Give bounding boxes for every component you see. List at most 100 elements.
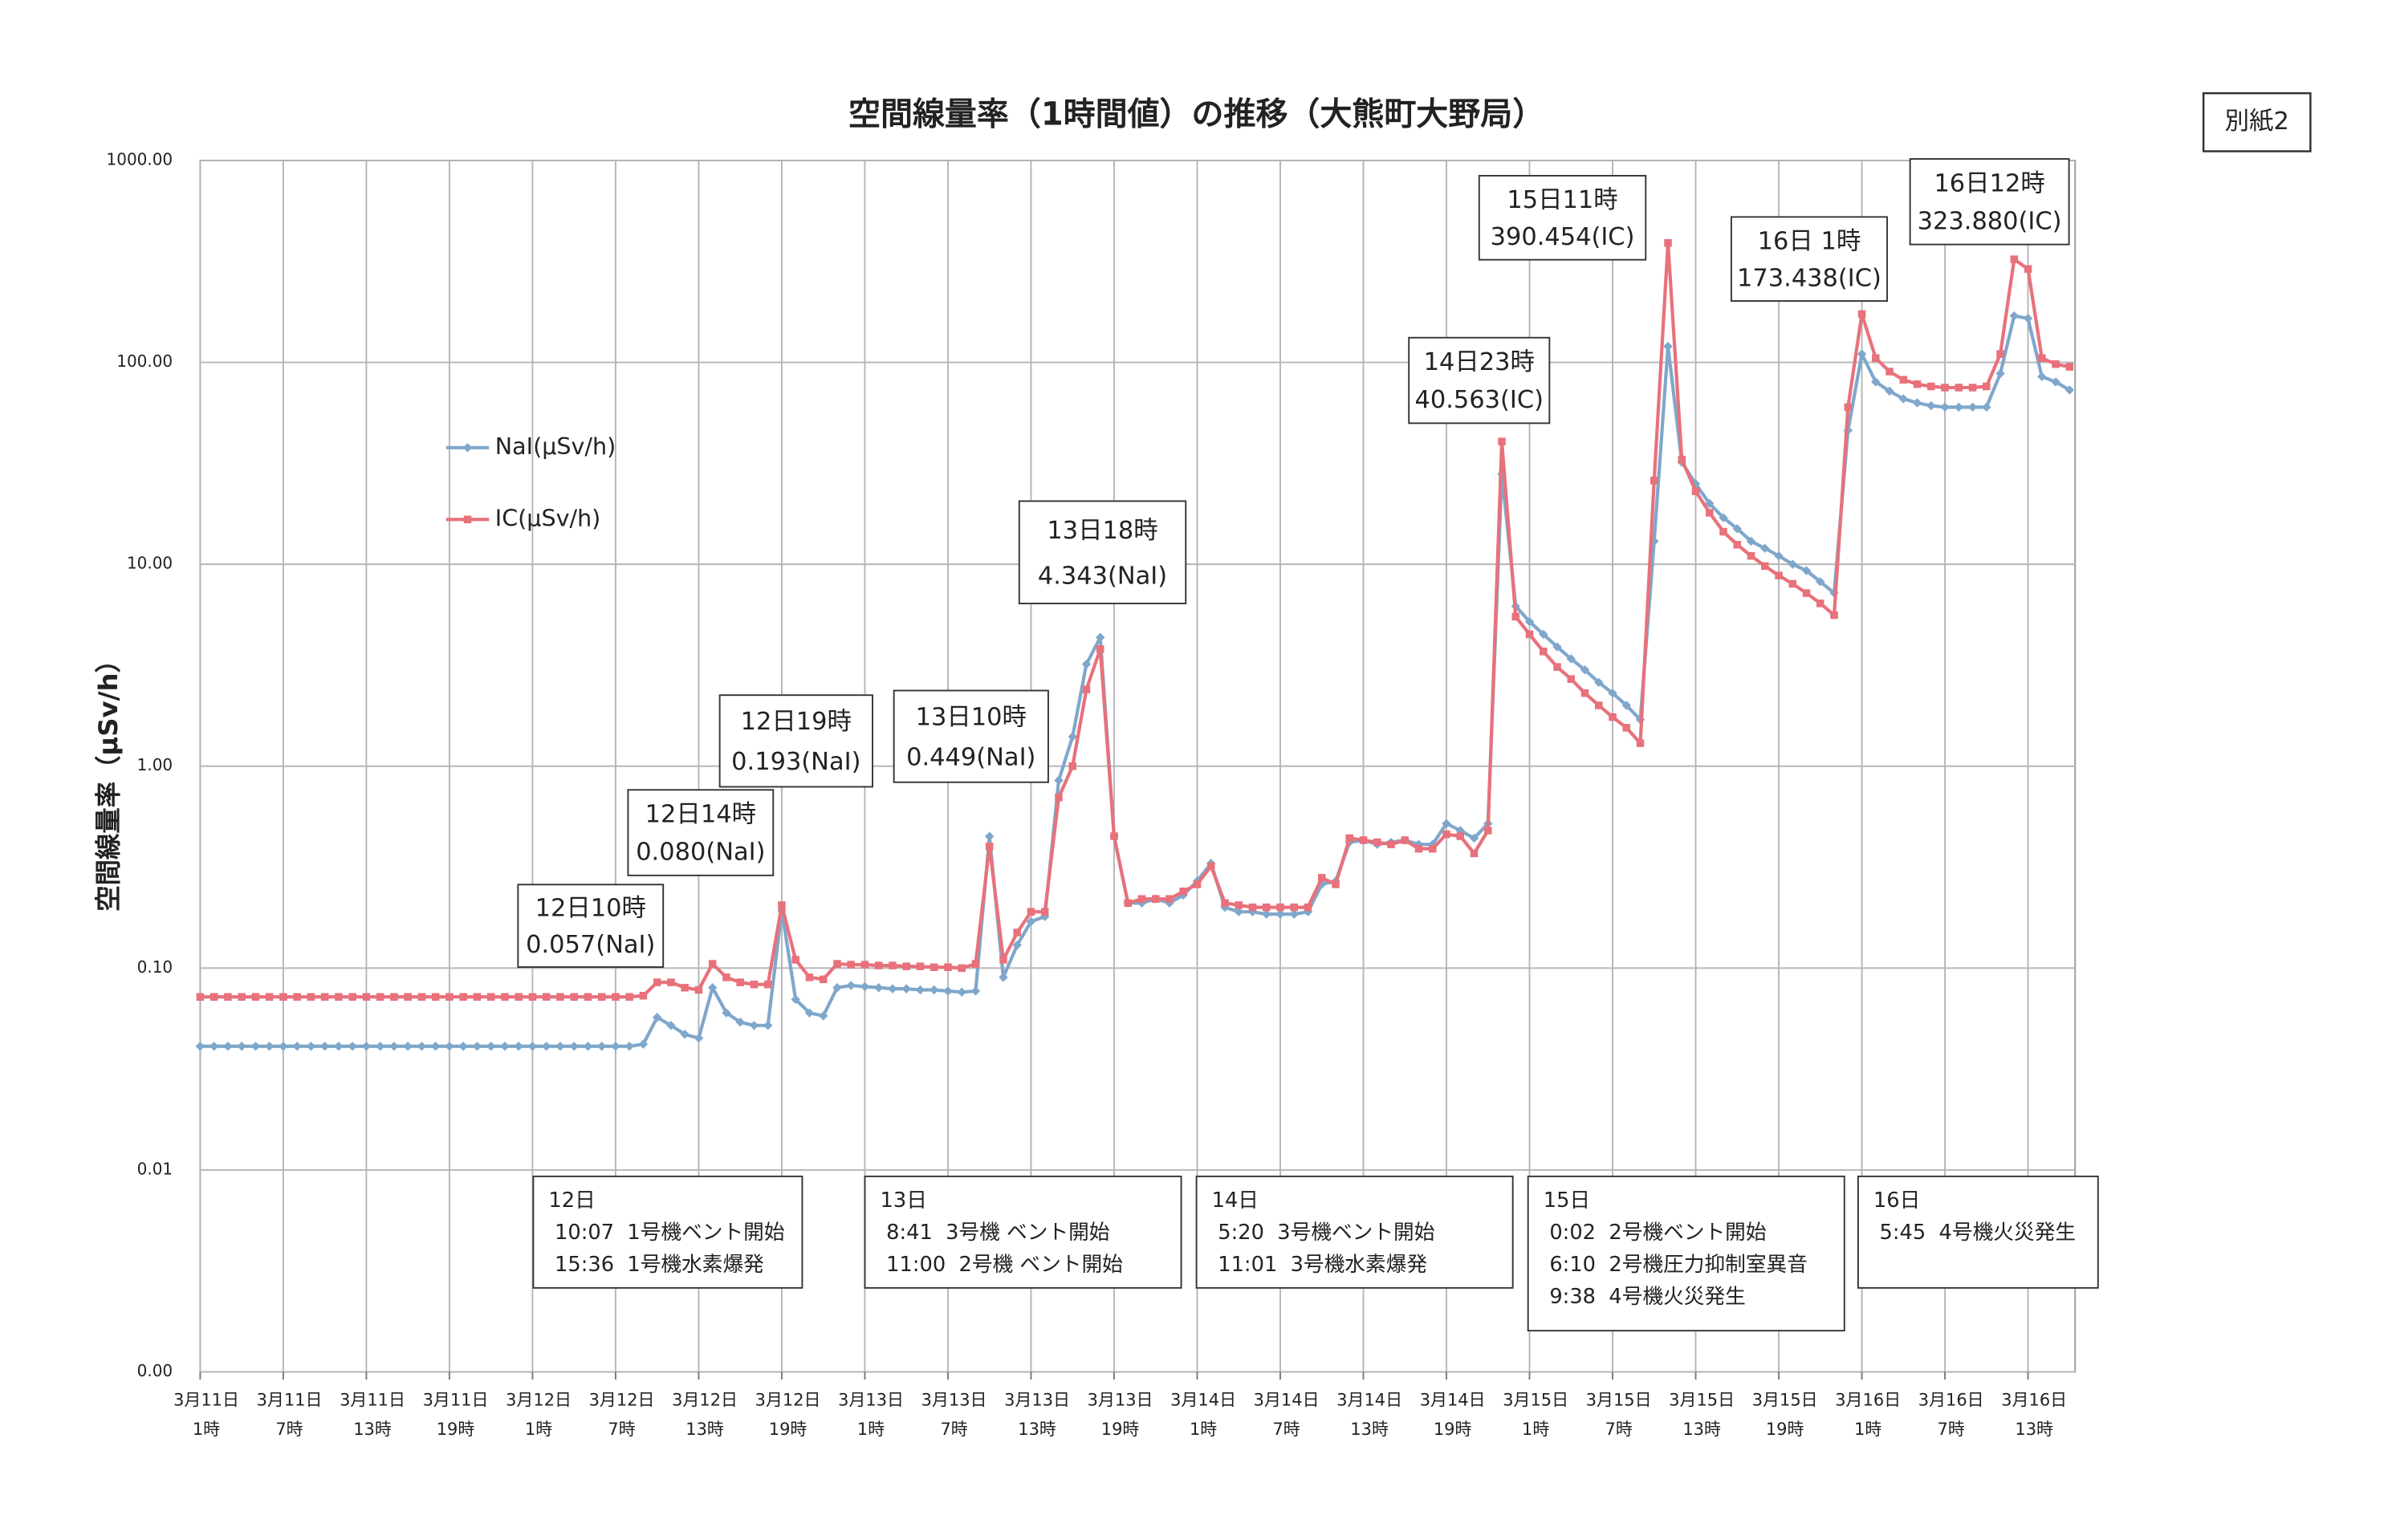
point [515,993,523,1002]
point [943,986,953,996]
point [1552,642,1562,652]
x-tick-label-line: 13時 [1350,1420,1389,1439]
point [417,993,426,1002]
callout-text: 4.343(NaI) [1038,562,1167,590]
point [1234,907,1243,916]
point [583,1042,593,1051]
x-tick-label-line: 3月15日 [1752,1391,1818,1410]
point [431,993,440,1002]
x-tick-label: 3月13日 13時 [1004,1391,1070,1439]
event-box [1195,1175,1514,1289]
point [1027,908,1035,916]
callout-text: 0.193(NaI) [731,748,860,776]
point [1553,663,1561,671]
point [653,978,661,986]
x-tick-label-line: 3月13日 [1004,1391,1070,1410]
point [667,978,675,986]
point [542,993,551,1002]
event-box [532,1175,803,1289]
point [999,973,1008,982]
event-text: 15:36 1号機水素爆発 [555,1253,764,1277]
point [624,1042,634,1051]
y-tick-label: 0.10 [137,957,173,977]
x-tick-label-line: 13時 [1682,1420,1721,1439]
point [1912,398,1922,408]
point [2052,360,2060,368]
point [1996,350,2004,358]
point [362,993,371,1002]
badge-box [2202,91,2312,152]
x-tick-label: 3月14日 19時 [1420,1391,1486,1439]
point [1068,762,1076,770]
point [1359,836,1368,844]
x-tick-label: 3月13日 1時 [838,1391,904,1439]
point [611,1042,620,1051]
point [1719,527,1727,536]
point [486,993,495,1002]
x-tick-label: 3月14日 1時 [1170,1391,1236,1439]
point [1373,838,1381,847]
callout-title: 13日10時 [916,703,1027,731]
point [999,956,1007,964]
point [1802,589,1811,597]
point [1401,836,1410,844]
x-tick-label-line: 1時 [1854,1420,1881,1439]
event-text: 9:38 4号機火災発生 [1549,1285,1745,1309]
point [638,1039,649,1049]
point [1082,685,1091,693]
point [736,978,744,986]
point [1414,844,1423,853]
point [1110,832,1118,840]
callout-text: 390.454(IC) [1491,223,1635,251]
x-tick-label-line: 3月15日 [1503,1391,1568,1410]
x-tick-label-line: 7時 [1272,1420,1300,1439]
point [403,1042,413,1051]
point [1899,376,1908,384]
point [681,983,689,992]
point [1428,844,1437,853]
y-tick-label: 0.01 [137,1159,173,1178]
x-tick-label: 3月15日 13時 [1669,1391,1735,1439]
point [2065,363,2074,371]
x-tick-label-line: 3月16日 [1918,1391,1984,1410]
y-tick-label: 100.00 [116,351,173,371]
point [1636,739,1645,747]
callout-text: 0.057(NaI) [526,931,655,959]
callout-box [517,884,665,969]
x-tick-label: 3月16日 13時 [2001,1391,2067,1439]
point [473,993,482,1002]
point [902,962,910,970]
point [889,961,897,969]
point [1096,632,1105,642]
callout-text: 40.563(IC) [1415,386,1544,414]
point [389,1042,399,1051]
x-tick-label-line: 3月14日 [1254,1391,1320,1410]
point [846,981,856,990]
callout-title: 16日 1時 [1758,227,1861,255]
point [818,1011,828,1021]
callout-title: 12日19時 [741,708,852,736]
callout-box [1408,336,1551,425]
point [860,961,869,969]
x-tick-label-line: 3月11日 [257,1391,323,1410]
x-tick-label-line: 3月12日 [506,1391,572,1410]
callout-title: 12日14時 [645,801,756,829]
x-tick-label-line: 3月15日 [1586,1391,1652,1410]
point [1857,310,1866,319]
y-tick-label: 10.00 [127,554,173,573]
x-tick-label: 3月11日 19時 [423,1391,489,1439]
x-tick-label-line: 3月14日 [1170,1391,1236,1410]
callout-box [1018,500,1187,604]
point [970,986,981,996]
point [1248,903,1257,912]
point [376,993,384,1002]
point [361,1042,372,1051]
point [1124,899,1132,908]
x-tick-label: 3月12日 1時 [506,1391,572,1439]
series-line [200,314,2071,1048]
point [1469,833,1479,843]
point [1788,559,1798,569]
x-tick-label: 3月12日 19時 [755,1391,821,1439]
badge: 別紙2 [2225,108,2289,136]
point [1206,862,1215,871]
